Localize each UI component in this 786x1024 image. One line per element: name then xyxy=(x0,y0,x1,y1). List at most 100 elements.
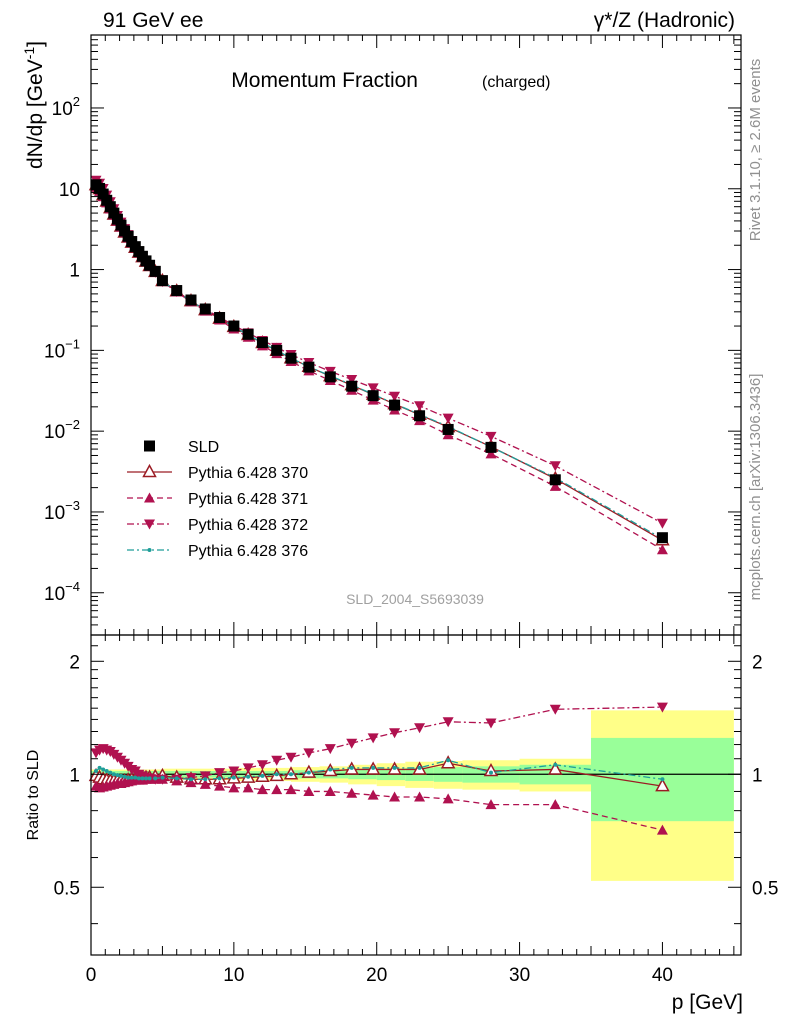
ratio-point-series-3-5 xyxy=(111,772,116,777)
legend: SLD Pythia 6.428 370 Pythia 6.428 371 Pythi… xyxy=(127,439,308,560)
main-line-series-2 xyxy=(95,179,663,524)
legend-label-2: Pythia 6.428 371 xyxy=(188,491,308,508)
main-point-sld-36 xyxy=(656,532,668,544)
x-tick-label-2: 20 xyxy=(366,965,387,986)
main-point-sld-18 xyxy=(171,285,183,297)
ratio-point-series-3-23 xyxy=(246,774,251,779)
main-line-series-1 xyxy=(95,186,663,551)
y-tick-label-main-3: 10−1 xyxy=(44,336,80,362)
ratio-point-series-3-22 xyxy=(231,775,236,780)
ratio-point-series-3-29 xyxy=(349,765,354,770)
ratio-point-series-3-32 xyxy=(417,765,422,770)
y-tick-label-main-1: 10−3 xyxy=(44,498,80,524)
x-tick-label-3: 30 xyxy=(509,965,530,986)
y-tick-label-ratio-0: 0.5 xyxy=(54,878,80,899)
x-tick-label-1: 10 xyxy=(223,965,244,986)
main-point-sld-5 xyxy=(108,207,120,219)
ratio-point-series-0-33 xyxy=(440,755,456,769)
main-line-series-0 xyxy=(95,184,663,541)
main-series-0 xyxy=(88,177,670,546)
ratio-point-series-2-29 xyxy=(346,738,358,749)
ratio-point-series-3-20 xyxy=(203,777,208,782)
ratio-point-series-1-23 xyxy=(242,782,254,793)
ratio-point-series-2-27 xyxy=(303,748,315,759)
ratio-point-series-3-18 xyxy=(174,776,179,781)
legend-marker-0 xyxy=(144,440,155,452)
ratio-point-series-2-31 xyxy=(389,728,401,739)
rivet-version-label: Rivet 3.1.10, ≥ 2.6M events xyxy=(747,59,764,242)
ratio-series-3 xyxy=(94,758,665,782)
chart-title: Momentum Fraction xyxy=(231,69,418,92)
ratio-point-series-1-35 xyxy=(549,799,561,810)
main-point-sld-23 xyxy=(242,328,254,340)
legend-marker-2 xyxy=(144,492,155,503)
legend-label-1: Pythia 6.428 370 xyxy=(188,465,308,482)
ratio-point-series-3-34 xyxy=(489,770,493,775)
main-point-sld-34 xyxy=(485,441,497,453)
main-point-sld-7 xyxy=(115,219,127,231)
legend-marker-1 xyxy=(142,463,157,478)
ratio-point-series-3-11 xyxy=(133,775,138,780)
main-series-1 xyxy=(90,181,668,555)
main-point-sld-22 xyxy=(228,320,240,332)
main-point-sld-4 xyxy=(104,201,116,213)
main-point-sld-15 xyxy=(144,259,156,271)
main-reference-sld xyxy=(90,179,668,544)
y-tick-label-main-4: 1 xyxy=(69,261,80,282)
legend-entry-4: Pythia 6.428 376 xyxy=(127,543,308,560)
legend-entry-1: Pythia 6.428 370 xyxy=(127,463,308,482)
ratio-point-series-3-31 xyxy=(392,765,397,770)
x-tick-label-4: 40 xyxy=(652,965,673,986)
y-tick-label-ratio-1: 1 xyxy=(69,765,80,786)
ratio-point-series-0-35 xyxy=(548,761,563,775)
main-point-sld-16 xyxy=(149,265,161,277)
main-point-series-2-29 xyxy=(346,375,358,386)
y-tick-label-main-2: 10−2 xyxy=(44,417,80,443)
main-point-sld-28 xyxy=(324,371,336,383)
ratio-point-series-1-31 xyxy=(389,791,401,802)
ratio-point-series-3-10 xyxy=(129,775,134,780)
ratio-point-series-2-22 xyxy=(228,766,240,777)
y-tick-label-ratio-right-0: 0.5 xyxy=(752,878,778,899)
ratio-point-series-3-30 xyxy=(371,765,376,770)
main-point-sld-20 xyxy=(199,303,211,315)
y-tick-label-main-5: 10 xyxy=(59,180,80,201)
ratio-point-series-2-21 xyxy=(214,768,226,779)
main-point-series-2-36 xyxy=(656,518,668,529)
main-point-series-1-35 xyxy=(549,480,561,491)
y-axis-label-main: dN/dp [GeV-1] xyxy=(21,41,47,169)
main-point-sld-27 xyxy=(303,361,315,373)
chart-title-suffix: (charged) xyxy=(482,74,550,91)
ratio-point-series-3-25 xyxy=(274,772,279,777)
main-point-sld-19 xyxy=(185,294,197,306)
legend-label-3: Pythia 6.428 372 xyxy=(188,517,308,534)
ratio-point-series-3-8 xyxy=(122,774,127,779)
ratio-point-series-1-21 xyxy=(214,780,226,791)
ratio-point-series-3-16 xyxy=(153,776,158,781)
ratio-point-series-3-9 xyxy=(126,775,131,780)
x-axis-label: p [GeV] xyxy=(672,991,743,1014)
main-point-series-2-31 xyxy=(389,391,401,402)
ratio-point-series-3-26 xyxy=(289,772,293,777)
legend-marker-3 xyxy=(144,519,155,530)
main-point-series-2-33 xyxy=(442,413,454,424)
ratio-uncertainty-bands xyxy=(91,710,741,881)
main-point-sld-35 xyxy=(549,474,561,486)
ratio-point-series-2-35 xyxy=(549,704,561,715)
ratio-point-series-3-12 xyxy=(136,776,141,781)
ratio-point-series-3-35 xyxy=(553,762,558,767)
main-point-sld-6 xyxy=(111,213,123,225)
ratio-point-series-1-32 xyxy=(414,791,426,802)
main-point-sld-2 xyxy=(97,188,109,200)
main-series-3 xyxy=(94,182,665,541)
main-point-series-2-35 xyxy=(549,461,561,472)
main-series-2 xyxy=(90,175,668,529)
ratio-point-series-1-22 xyxy=(228,782,240,793)
y-tick-label-main-6: 102 xyxy=(52,94,80,120)
y-tick-label-ratio-2: 2 xyxy=(69,652,80,673)
main-point-sld-31 xyxy=(389,399,401,411)
ratio-point-series-3-28 xyxy=(328,767,333,772)
ratio-point-series-2-26 xyxy=(285,752,297,763)
ratio-series-1 xyxy=(90,773,668,835)
analysis-watermark: SLD_2004_S5693039 xyxy=(346,591,484,607)
